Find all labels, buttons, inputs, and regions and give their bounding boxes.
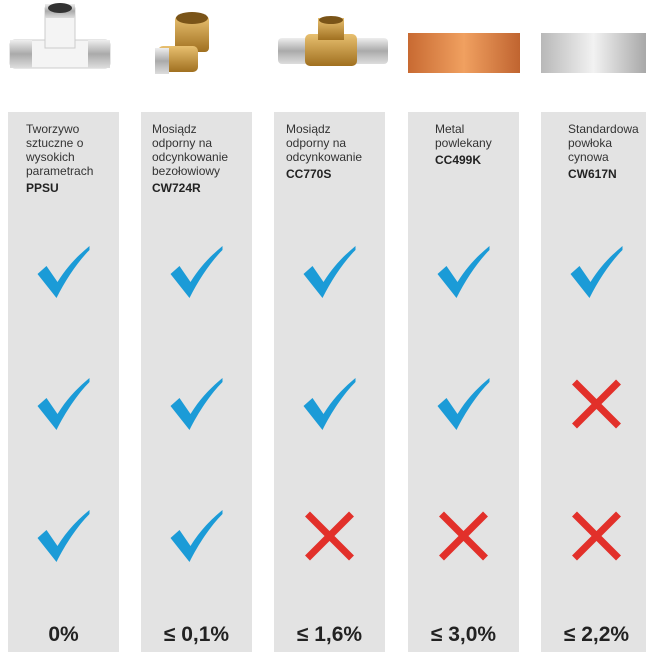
description-line: odcynkowanie [152,150,228,164]
column-background [8,112,119,652]
tin-sample [541,33,646,73]
description-line: Tworzywo [26,122,80,136]
code: CC770S [286,167,331,181]
description-line: powłoka [568,136,612,150]
brass-tee [278,16,388,66]
description-line: sztuczne o [26,136,84,150]
column-background [541,112,646,652]
value: 0% [48,623,79,646]
comparison: Tworzywosztuczne owysokichparametrach PPS… [0,0,646,652]
code: CW617N [568,167,617,181]
product-images [10,3,646,74]
copper-sample [408,33,520,73]
value: ≤ 1,6% [297,623,363,646]
description-line: Mosiądz [286,122,331,136]
value: ≤ 2,2% [564,623,630,646]
ppsu-fitting [10,3,110,68]
description-line: cynowa [568,150,609,164]
code: CW724R [152,181,201,195]
code: PPSU [26,181,59,195]
description-line: Metal [435,122,464,136]
description-line: parametrach [26,164,93,178]
description-line: bezołowiowy [152,164,220,178]
code: CC499K [435,153,481,167]
brass-elbow [155,12,209,74]
description-line: odporny na [152,136,212,150]
value: ≤ 3,0% [431,623,497,646]
column-background [408,112,519,652]
value: ≤ 0,1% [164,623,230,646]
column-background [274,112,385,652]
description-line: odcynkowanie [286,150,362,164]
description-line: Mosiądz [152,122,197,136]
description-line: wysokich [25,150,75,164]
description-line: odporny na [286,136,346,150]
page: Tworzywosztuczne owysokichparametrach PPS… [0,0,646,652]
description-line: Standardowa [568,122,639,136]
description-line: powlekany [435,136,492,150]
